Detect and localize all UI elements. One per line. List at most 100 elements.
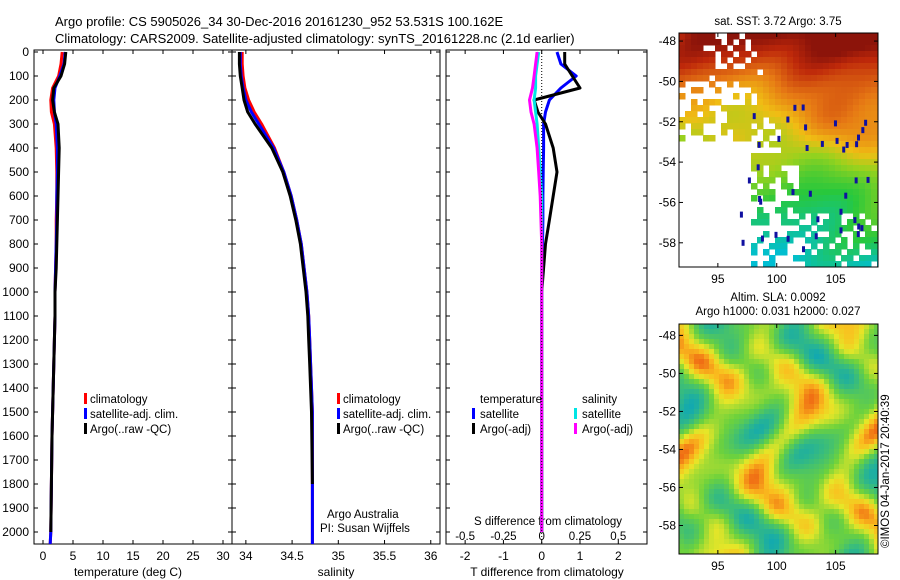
sla-cell — [839, 354, 845, 360]
sla-cell — [794, 529, 800, 535]
sla-cell — [729, 399, 735, 405]
sla-cell — [864, 504, 870, 510]
sla-cell — [819, 539, 825, 545]
sla-cell — [839, 459, 845, 465]
sst-cell — [781, 69, 788, 76]
sla-cell — [764, 379, 770, 385]
sst-cell — [871, 117, 878, 124]
sla-cell — [859, 524, 865, 530]
sla-cell — [819, 364, 825, 370]
sst-cell — [793, 39, 800, 46]
sla-cell — [779, 514, 785, 520]
sst-cell — [697, 129, 704, 136]
sst-cell — [781, 213, 788, 220]
sst-cell — [871, 219, 878, 226]
sst-cell — [871, 183, 878, 190]
temperature-legend-climatology: climatology — [90, 394, 148, 406]
sla-cell — [724, 534, 730, 540]
sla-cell — [774, 424, 780, 430]
sla-cell — [779, 459, 785, 465]
sst-cell — [679, 63, 686, 70]
sla-cell — [729, 389, 735, 395]
map-y-tick-label: -50 — [659, 74, 677, 88]
sla-cell — [719, 529, 725, 535]
map-x-tick-label: 100 — [767, 559, 787, 573]
sla-cell — [704, 369, 710, 375]
sst-cell — [823, 63, 830, 70]
sst-cell — [871, 237, 878, 244]
sst-cell — [727, 81, 734, 88]
sla-cell — [814, 354, 820, 360]
sst-cell — [763, 219, 770, 226]
sst-cell — [715, 87, 722, 94]
sla-cell — [819, 414, 825, 420]
sla-cell — [764, 389, 770, 395]
sst-cell — [763, 231, 770, 238]
sla-cell — [764, 474, 770, 480]
sst-cell — [829, 261, 836, 267]
sst-cell — [691, 129, 698, 136]
temperature-legend-argo: Argo(..raw -QC) — [90, 424, 171, 436]
sst-cell — [841, 45, 848, 52]
sla-cell — [709, 349, 715, 355]
sla-cell — [729, 439, 735, 445]
sst-cell — [805, 261, 812, 267]
sst-cell — [811, 33, 818, 40]
sla-cell — [684, 479, 690, 485]
sla-cell — [809, 529, 815, 535]
sla-cell — [869, 424, 875, 430]
depth-tick-label: 900 — [9, 261, 29, 275]
sst-cell — [781, 39, 788, 46]
sla-cell — [804, 324, 810, 330]
sla-cell — [829, 439, 835, 445]
salinity-x-axis: 34 34.5 35 35.5 36 — [239, 50, 438, 563]
sst-cell — [865, 213, 872, 220]
sst-cell — [859, 207, 866, 214]
sst-cell — [727, 75, 734, 82]
sst-cell — [793, 159, 800, 166]
sla-cell — [709, 409, 715, 415]
sst-cell — [847, 147, 854, 154]
sla-cell — [799, 334, 805, 340]
sla-cell — [789, 454, 795, 460]
sla-cell — [779, 334, 785, 340]
sla-cell — [839, 499, 845, 505]
sla-cell — [829, 374, 835, 380]
sst-cell — [793, 189, 800, 196]
sst-cell — [775, 105, 782, 112]
figure-title-line1: Argo profile: CS 5905026_34 30-Dec-2016 … — [55, 14, 503, 29]
sla-cell — [849, 414, 855, 420]
sst-cell — [835, 75, 842, 82]
sst-cell — [703, 117, 710, 124]
sla-cell — [759, 489, 765, 495]
sla-cell — [854, 514, 860, 520]
sla-cell — [824, 529, 830, 535]
sla-cell — [834, 489, 840, 495]
sla-cell — [689, 369, 695, 375]
sst-cell — [751, 63, 758, 70]
sla-cell — [724, 359, 730, 365]
sst-cell — [781, 201, 788, 208]
sst-cell — [823, 51, 830, 58]
sla-cell — [869, 454, 875, 460]
sla-cell — [774, 334, 780, 340]
sst-cell — [757, 105, 764, 112]
sst-cell — [847, 201, 854, 208]
sla-cell — [789, 344, 795, 350]
sla-cell — [684, 399, 690, 405]
sla-cell — [779, 449, 785, 455]
sla-cell — [734, 329, 740, 335]
sst-cell — [835, 159, 842, 166]
sla-cell — [754, 439, 760, 445]
sla-cell — [744, 334, 750, 340]
sla-cell — [754, 544, 760, 550]
sst-cell — [769, 81, 776, 88]
sst-cell — [835, 51, 842, 58]
sla-cell — [744, 534, 750, 540]
sla-cell — [869, 339, 875, 345]
sla-cell — [804, 524, 810, 530]
sla-cell — [714, 419, 720, 425]
sla-cell — [854, 429, 860, 435]
sla-cell — [784, 474, 790, 480]
sst-edge — [805, 145, 809, 152]
